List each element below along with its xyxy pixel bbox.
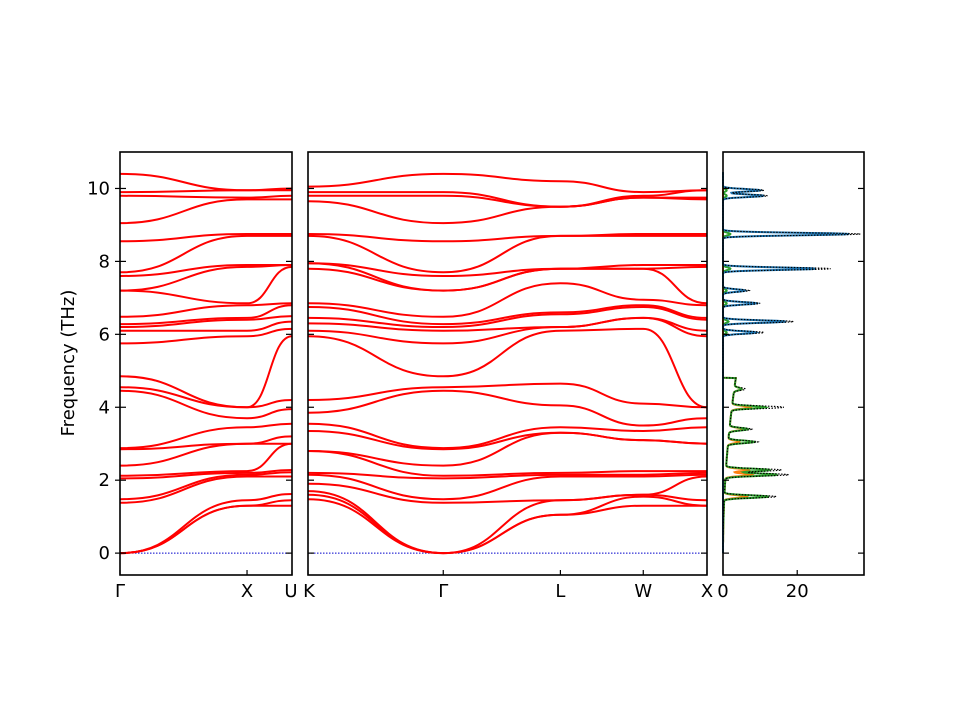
phonon-band-16	[307, 305, 708, 329]
phonon-band-24	[119, 198, 292, 225]
phonon-band-10	[307, 422, 708, 450]
y-tick-label: 8	[99, 251, 110, 272]
phonon-band-4	[307, 475, 708, 504]
y-tick-label: 2	[99, 470, 110, 491]
phonon-band-9	[307, 430, 708, 451]
dos-total	[722, 172, 861, 554]
phonon-band-27	[307, 172, 708, 194]
phonon-band-17	[119, 304, 293, 326]
x-tick-label: U	[284, 581, 297, 602]
phonon-band-3	[119, 493, 293, 555]
phonon-band-2	[307, 493, 708, 555]
phonon-band-21	[119, 263, 292, 277]
x-tick-label: W	[634, 581, 652, 602]
x-tick-label: Γ	[438, 581, 448, 602]
y-tick-label: 6	[99, 324, 110, 345]
y-axis-label: Frequency (THz)	[58, 290, 79, 437]
phonon-band-5	[119, 471, 293, 501]
phonon-band-27	[119, 172, 293, 192]
phonon-band-4	[119, 475, 292, 504]
y-tick-label: 10	[87, 178, 110, 199]
plot-frame	[307, 151, 708, 576]
x-tick-label: Γ	[115, 581, 125, 602]
phonon-band-13	[307, 327, 708, 409]
phonon-band-12	[119, 386, 293, 409]
phonon-band-16	[119, 315, 293, 328]
plot-frame	[119, 151, 293, 576]
phonon-band-23	[119, 233, 292, 243]
phonon-band-12	[307, 382, 708, 409]
phonon-band-5	[307, 473, 708, 501]
phonon-band-7	[119, 442, 293, 477]
x-tick-label: L	[555, 581, 565, 602]
plot-frame	[722, 151, 865, 576]
phonon-band-6	[119, 469, 293, 480]
phonon-band-11	[119, 389, 293, 420]
phonon-band-13	[119, 335, 293, 409]
phonon-band-22	[307, 234, 707, 274]
phonon-band-26	[308, 189, 708, 208]
x-tick-label: X	[701, 581, 713, 602]
phonon-band-2	[119, 499, 293, 555]
phonon-band-14	[119, 327, 293, 345]
phonon-band-6	[307, 471, 708, 480]
phonon-band-11	[307, 389, 708, 427]
phonon-band-15	[119, 320, 293, 332]
y-tick-label: 4	[99, 397, 110, 418]
phonon-band-23	[307, 233, 707, 243]
phonon-band-10	[119, 422, 293, 450]
phonon-band-1	[119, 504, 292, 555]
phonon-band-19	[119, 265, 293, 305]
phonon-band-18	[119, 302, 293, 318]
phonon-band-18	[307, 282, 708, 318]
x-tick-label: 0	[717, 581, 728, 602]
band-panel-gamma-x-u: 0 2 4 6 8 10 Γ X U	[87, 151, 298, 602]
phonon-band-17	[307, 304, 708, 326]
phonon-band-9	[119, 435, 293, 451]
phonon-band-22	[119, 234, 292, 274]
x-tick-label: 20	[786, 581, 809, 602]
phonon-band-7	[307, 450, 707, 477]
x-tick-label: X	[241, 581, 253, 602]
phonon-band-25	[119, 194, 293, 199]
x-tick-label: K	[303, 581, 316, 602]
y-tick-label: 0	[99, 543, 110, 564]
phonon-band-1	[307, 498, 707, 555]
phonon-band-15	[307, 316, 708, 332]
dos-panel: 0 20	[717, 151, 865, 602]
phonon-band-21	[307, 262, 707, 278]
